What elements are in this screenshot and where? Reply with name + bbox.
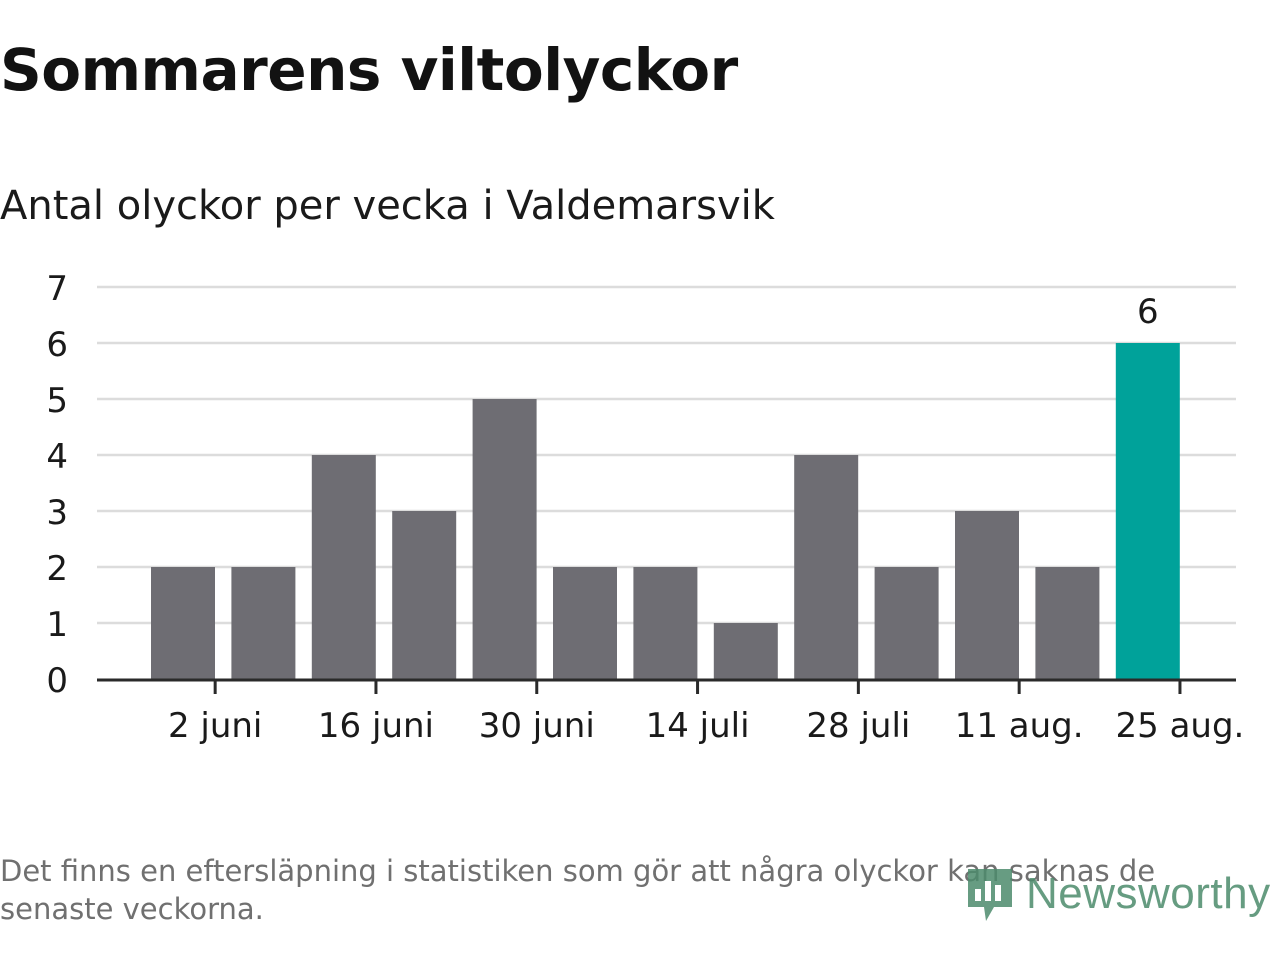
y-tick-label: 0 [46, 661, 68, 701]
bar [392, 511, 457, 679]
x-tick-label: 2 juni [168, 706, 262, 746]
bar [955, 511, 1019, 679]
bar [633, 567, 698, 679]
x-tick-label: 25 aug. [1116, 706, 1245, 746]
bar [553, 567, 617, 679]
y-tick-label: 7 [46, 269, 68, 309]
newsworthy-logo: Newsworthy [964, 862, 1271, 926]
bar [311, 455, 376, 679]
data-labels: 6 [1137, 292, 1159, 332]
bar-chart: 0 1 2 3 4 5 6 7 6 2 juni 16 juni 30 juni 14 juli 28… [46, 269, 1244, 746]
newsworthy-logo-text: Newsworthy [1026, 869, 1271, 918]
bar [231, 567, 296, 679]
y-tick-label: 4 [46, 437, 68, 477]
y-tick-label: 1 [46, 605, 68, 645]
x-tick-label: 14 juli [646, 706, 750, 746]
bar [713, 623, 778, 679]
bar [1035, 567, 1100, 679]
newsworthy-logo-icon [968, 869, 1012, 921]
bar [151, 567, 215, 679]
y-tick-label: 3 [46, 493, 68, 533]
y-tick-label: 5 [46, 381, 68, 421]
chart-title: Sommarens viltolyckor [0, 36, 738, 104]
footnote: Det finns en eftersläpning i statistiken… [0, 854, 1156, 926]
x-tick-label: 30 juni [479, 706, 595, 746]
chart-subtitle: Antal olyckor per vecka i Valdemarsvik [0, 183, 775, 229]
bar [794, 455, 859, 679]
bars [151, 343, 1180, 679]
bar [1115, 343, 1180, 679]
x-tick-label: 16 juni [318, 706, 434, 746]
bar [472, 399, 537, 679]
bar [874, 567, 939, 679]
x-axis-ticks: 2 juni 16 juni 30 juni 14 juli 28 juli 11 aug… [168, 681, 1244, 746]
x-tick-label: 11 aug. [955, 706, 1084, 746]
y-axis-ticks: 0 1 2 3 4 5 6 7 [46, 269, 68, 701]
data-label: 6 [1137, 292, 1159, 332]
y-tick-label: 2 [46, 549, 68, 589]
x-tick-label: 28 juli [806, 706, 910, 746]
y-tick-label: 6 [46, 325, 68, 365]
